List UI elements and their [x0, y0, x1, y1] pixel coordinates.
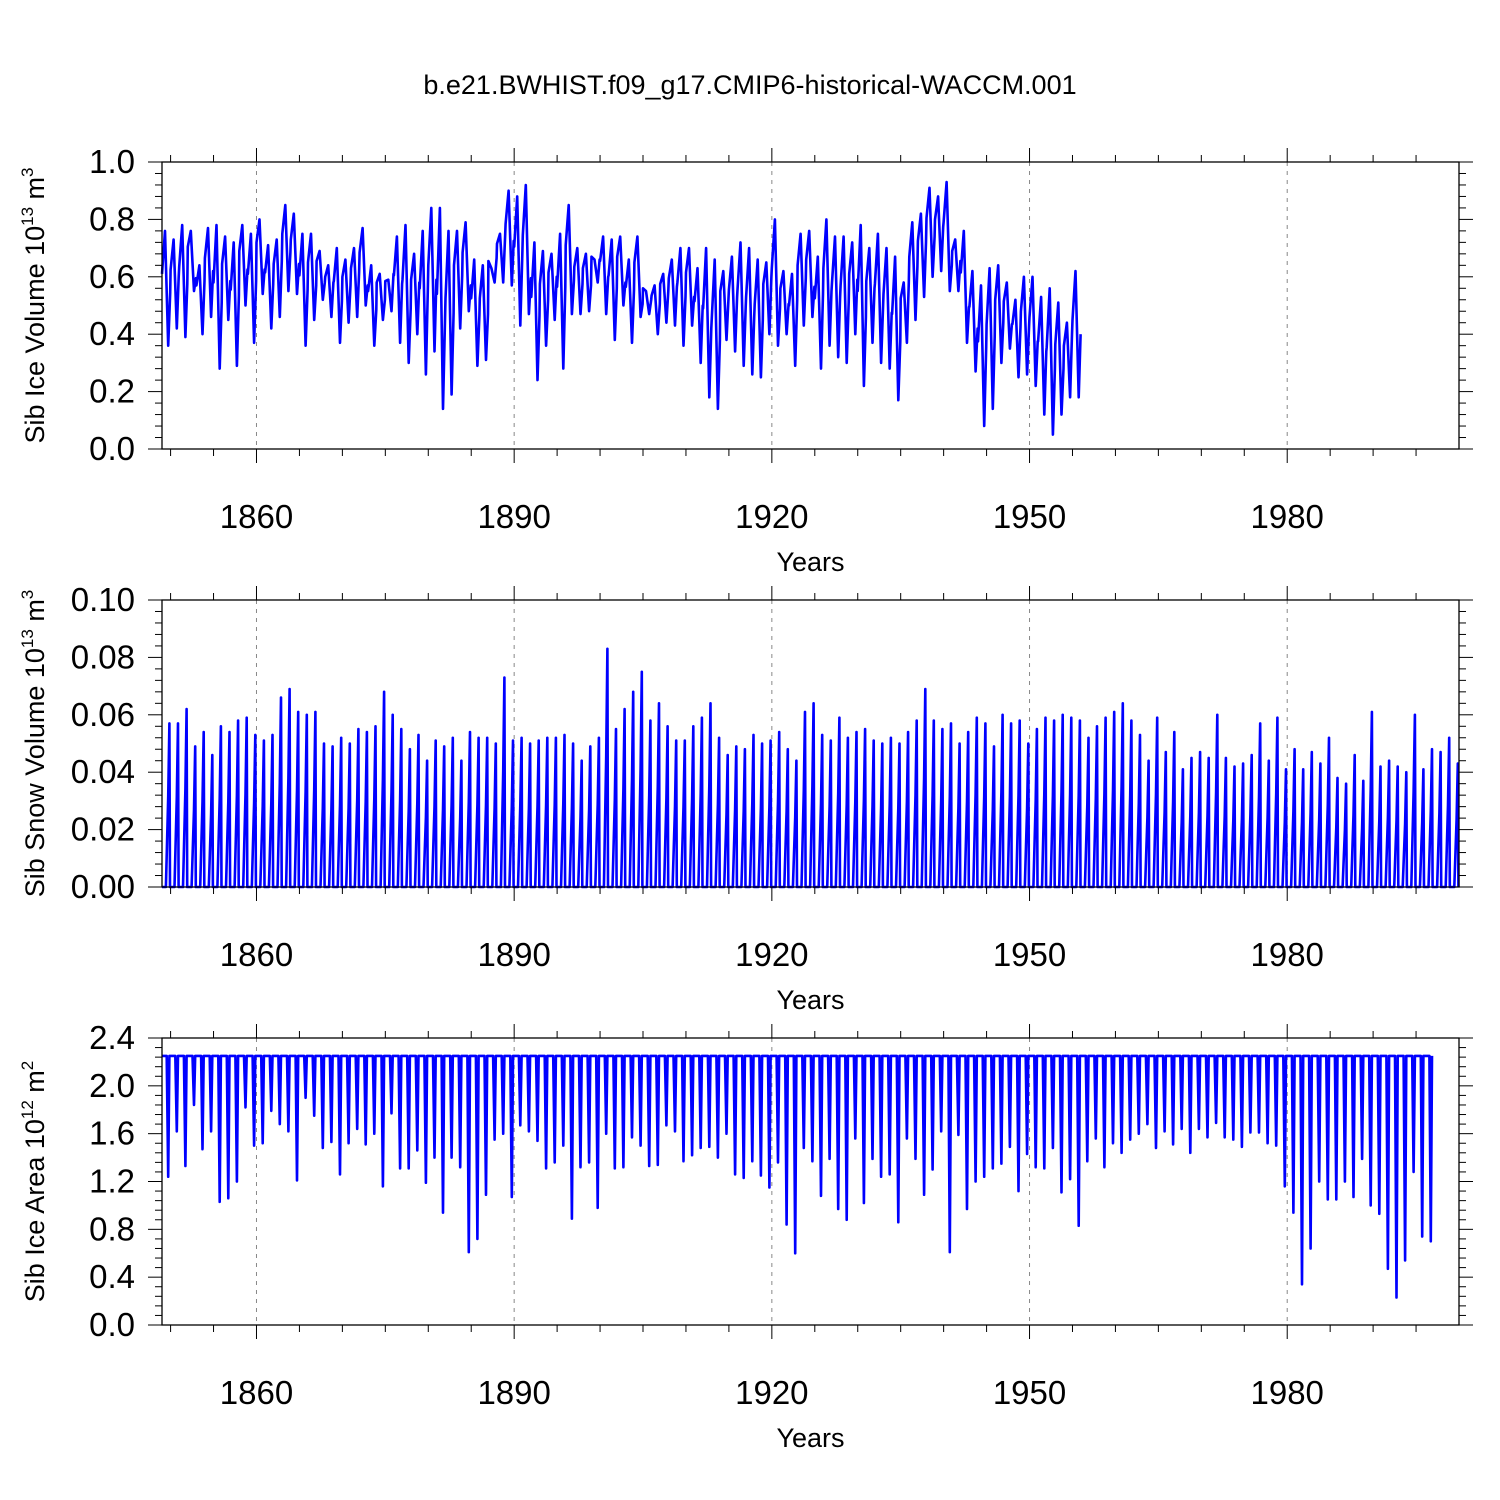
x-tick-label: 1920 [735, 936, 808, 973]
y-tick-label: 0.0 [89, 430, 135, 467]
y-tick-label: 2.0 [89, 1067, 135, 1104]
y-tick-label: 0.4 [89, 1258, 135, 1295]
x-tick-label: 1980 [1251, 936, 1324, 973]
sib-ice-area-x-axis-title: Years [776, 1423, 844, 1453]
x-tick-label: 1950 [993, 498, 1066, 535]
y-tick-label: 0.6 [89, 258, 135, 295]
sib-ice-volume-y-axis-title: Sib Ice Volume 1013 m3 [18, 167, 50, 443]
y-tick-label: 0.06 [71, 696, 135, 733]
y-tick-label: 1.2 [89, 1163, 135, 1200]
x-tick-label: 1980 [1251, 1374, 1324, 1411]
sib-snow-volume-series-line [162, 647, 1460, 889]
sib-ice-volume-x-axis-title: Years [776, 547, 844, 577]
y-tick-label: 0.02 [71, 811, 135, 848]
sib-ice-area-series-line [162, 1054, 1434, 1299]
y-tick-label: 2.4 [89, 1019, 135, 1056]
x-tick-label: 1890 [477, 936, 550, 973]
x-tick-label: 1890 [477, 1374, 550, 1411]
x-tick-label: 1950 [993, 1374, 1066, 1411]
sib-snow-volume-y-axis-title: Sib Snow Volume 1013 m3 [18, 590, 50, 898]
x-tick-label: 1980 [1251, 498, 1324, 535]
x-tick-label: 1920 [735, 498, 808, 535]
x-tick-label: 1890 [477, 498, 550, 535]
y-tick-label: 0.2 [89, 373, 135, 410]
sib-snow-volume-plot-frame [161, 599, 1460, 888]
sib-ice-area-y-axis-title: Sib Ice Area 1012 m2 [18, 1061, 50, 1303]
y-tick-label: 0.8 [89, 200, 135, 237]
sib-ice-volume-panel: 1860 1890 1920 1950 1980 0.0 0.2 0.4 0.6 0.8 1.0 Ye… [18, 143, 1473, 577]
sib-snow-volume-x-axis-title: Years [776, 985, 844, 1015]
y-tick-label: 0.0 [89, 1306, 135, 1343]
y-tick-label: 0.10 [71, 581, 135, 618]
x-tick-label: 1860 [220, 936, 293, 973]
y-tick-label: 0.4 [89, 315, 135, 352]
y-tick-label: 1.0 [89, 143, 135, 180]
y-tick-label: 0.08 [71, 638, 135, 675]
figure-title: b.e21.BWHIST.f09_g17.CMIP6-historical-WA… [423, 70, 1077, 100]
y-tick-label: 1.6 [89, 1115, 135, 1152]
x-tick-label: 1920 [735, 1374, 808, 1411]
sib-ice-area-panel: 1860 1890 1920 1950 1980 0.0 0.4 0.8 1.2 1.6 2.0 2.… [18, 1019, 1473, 1453]
sib-ice-volume-series-line [160, 180, 1082, 436]
x-tick-label: 1950 [993, 936, 1066, 973]
y-tick-label: 0.04 [71, 753, 135, 790]
x-tick-label: 1860 [220, 1374, 293, 1411]
sib-snow-volume-panel: 1860 1890 1920 1950 1980 0.00 0.02 0.04 0.06 0.08… [18, 581, 1473, 1015]
y-tick-label: 0.00 [71, 868, 135, 905]
y-tick-label: 0.8 [89, 1210, 135, 1247]
sib-ice-volume-plot-frame [161, 161, 1460, 450]
x-tick-label: 1860 [220, 498, 293, 535]
